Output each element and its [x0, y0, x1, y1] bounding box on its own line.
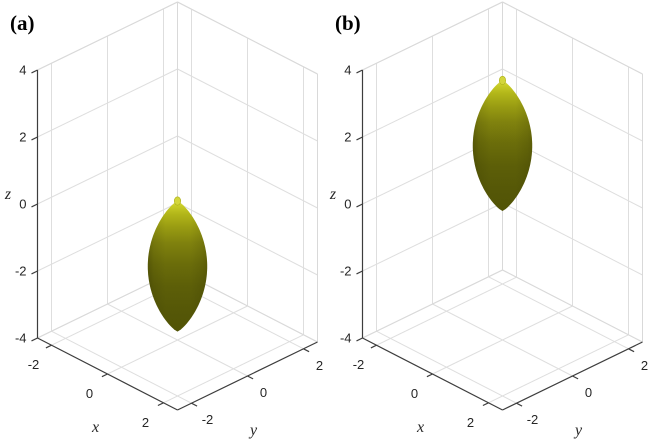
x-tick-mark	[370, 344, 377, 349]
x-axis-label: x	[416, 419, 424, 436]
panel-a: -4 -2 0 2 4 -2 0 2 -2 0 2 x y z (a)	[4, 1, 323, 439]
grid-line-x-floor	[488, 334, 629, 404]
spindle-tip-nub	[499, 75, 507, 85]
box-edge	[177, 1, 318, 75]
x-tick-mark	[157, 402, 164, 407]
surface-spindle	[147, 196, 208, 332]
z-tick-mark	[31, 203, 38, 208]
z-tick-mark	[31, 270, 38, 275]
y-tick-mark	[247, 375, 254, 380]
y-axis-label: y	[573, 422, 583, 439]
box-edge	[362, 269, 503, 339]
y-tick-mark	[191, 402, 198, 407]
z-tick-label: 2	[344, 130, 351, 145]
z-tick-label: 0	[344, 197, 351, 212]
x-tick-label: -2	[353, 357, 365, 372]
x-tick-mark	[45, 344, 52, 349]
x-tick-label: 0	[86, 386, 93, 401]
box-edges	[362, 1, 643, 343]
x-tick-mark	[101, 373, 108, 378]
z-axis-label: z	[4, 186, 12, 203]
z-tick-label: 0	[19, 197, 26, 212]
x-axis-label: x	[91, 419, 99, 436]
box-edge	[502, 1, 643, 75]
x-tick-label: 2	[467, 415, 474, 430]
y-tick-label: 0	[585, 385, 592, 400]
z-tick-mark	[31, 337, 38, 342]
spindle-shading	[472, 80, 533, 212]
panel-b: -4 -2 0 2 4 -2 0 2 -2 0 2 x y z (b)	[325, 0, 650, 442]
y-tick-mark	[628, 348, 635, 353]
z-tick-mark	[356, 270, 363, 275]
z-tick-mark	[356, 337, 363, 342]
z-tick-label: 4	[344, 63, 351, 78]
axis-lines	[31, 69, 318, 411]
z-axis-label: z	[329, 186, 337, 203]
x-tick-mark	[482, 402, 489, 407]
box-edge	[362, 1, 503, 71]
panel-label: (a)	[10, 11, 35, 35]
y-tick-mark	[572, 375, 579, 380]
z-tick-label: -4	[15, 331, 27, 346]
z-tick-label: -4	[340, 331, 352, 346]
y-tick-mark	[516, 402, 523, 407]
surface-spindle	[472, 75, 533, 212]
z-tick-mark	[356, 136, 363, 141]
z-tick-mark	[356, 203, 363, 208]
z-tick-label: -2	[340, 264, 352, 279]
z-tick-label: 2	[19, 130, 26, 145]
grid-line-x-floor	[107, 305, 248, 375]
z-tick-mark	[31, 136, 38, 141]
y-tick-label: 2	[641, 358, 648, 373]
spindle-shading	[147, 200, 208, 332]
y-tick-label: 0	[260, 385, 267, 400]
z-tick-label: 4	[19, 63, 26, 78]
grid-line-x-floor	[376, 276, 517, 346]
grid-line-x-floor	[163, 334, 304, 404]
spindle-tip-nub	[174, 196, 182, 206]
axis-lines	[356, 69, 643, 411]
x-tick-label: 0	[411, 386, 418, 401]
y-axis-label: y	[248, 422, 258, 439]
box-edge	[37, 1, 178, 71]
z-tick-mark	[356, 69, 363, 74]
y-tick-label: 2	[316, 358, 323, 373]
grid-line-x-floor	[432, 305, 573, 375]
x-tick-label: -2	[28, 357, 40, 372]
y-tick-label: -2	[527, 412, 539, 427]
box-edge	[502, 269, 643, 343]
y-tick-label: -2	[202, 412, 214, 427]
x-tick-mark	[426, 373, 433, 378]
z-tick-label: -2	[15, 264, 27, 279]
grid-lines	[37, 1, 318, 404]
panel-label: (b)	[335, 11, 361, 35]
x-tick-label: 2	[142, 415, 149, 430]
y-tick-mark	[303, 348, 310, 353]
z-tick-mark	[31, 69, 38, 74]
